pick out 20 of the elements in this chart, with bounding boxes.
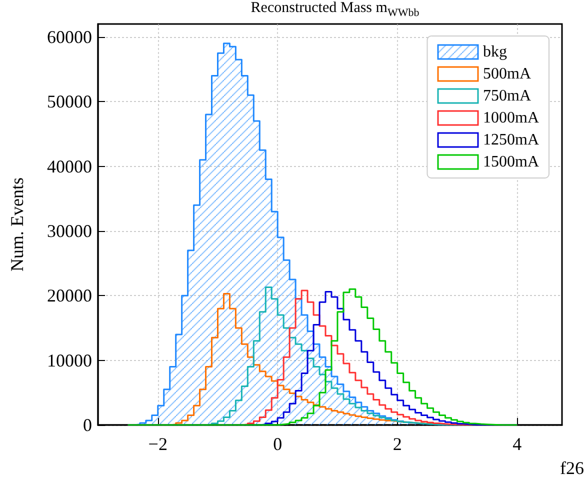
y-tick-label: 20000: [47, 286, 92, 306]
x-tick-label: 0: [273, 434, 282, 454]
x-axis-title: f26: [560, 458, 584, 478]
x-tick-label: −2: [148, 434, 168, 454]
legend-label: bkg: [483, 44, 507, 60]
y-tick-label: 0: [83, 415, 92, 435]
y-tick-label: 10000: [47, 350, 92, 370]
y-tick-label: 40000: [47, 156, 92, 176]
y-tick-label: 50000: [47, 92, 92, 112]
x-tick-label: 4: [512, 434, 522, 454]
y-tick-label: 60000: [47, 26, 92, 47]
x-tick-label: 2: [392, 434, 402, 454]
y-tick-label: 30000: [47, 220, 92, 241]
legend-label: 750mA: [483, 88, 532, 104]
legend-label: 500mA: [483, 66, 532, 82]
y-axis-title: Num. Events: [7, 178, 27, 272]
legend-label: 1000mA: [483, 110, 540, 126]
legend-label: 1250mA: [483, 132, 540, 148]
legend-label: 1500mA: [483, 154, 540, 170]
chart-title: Reconstructed Mass m$_{WWbb}$: [250, 0, 420, 19]
